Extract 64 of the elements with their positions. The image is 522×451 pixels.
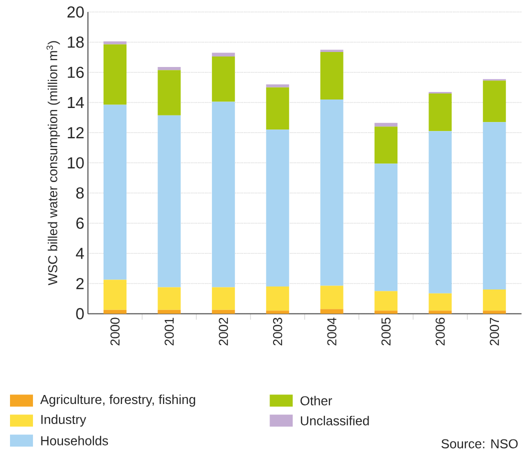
- y-tick-label: 18: [68, 36, 84, 48]
- bar: [104, 280, 127, 310]
- x-tick-label: 2001: [164, 318, 174, 346]
- bar: [104, 44, 127, 105]
- y-tick-label: 16: [68, 66, 84, 78]
- y-tick-label: 10: [68, 157, 84, 169]
- x-tick-label: 2006: [436, 318, 445, 346]
- bar: [320, 286, 344, 310]
- bar: [428, 310, 452, 314]
- y-axis-title: WSC billed water consumption (million m$^{3}$): [46, 41, 60, 286]
- bar: [374, 310, 398, 314]
- x-tick-label: 2003: [273, 318, 282, 346]
- bar: [428, 294, 452, 311]
- y-tick-label: 0: [76, 308, 84, 320]
- bar: [374, 291, 398, 311]
- bar: [320, 52, 344, 100]
- bar: [212, 56, 235, 102]
- legend-label: Households: [41, 436, 108, 446]
- bar: [212, 102, 235, 288]
- bar: [482, 310, 506, 314]
- bar: [374, 126, 398, 164]
- y-tick-label: 14: [68, 97, 84, 108]
- y-tick-label: 8: [76, 188, 84, 199]
- bar: [266, 88, 290, 130]
- bar: [158, 116, 181, 288]
- bar: [266, 84, 290, 88]
- y-tick-label: 6: [76, 218, 84, 230]
- x-tick-label: 2007: [490, 318, 499, 346]
- bar: [428, 131, 452, 294]
- bar: [374, 164, 398, 292]
- x-tick-label: 2002: [218, 318, 228, 346]
- y-tick-label: 4: [76, 248, 84, 260]
- bar: [158, 67, 181, 70]
- bar: [212, 310, 235, 314]
- x-tick-label: 2000: [110, 318, 120, 346]
- bar: [320, 50, 344, 52]
- bar: [320, 100, 344, 286]
- bar: [158, 310, 181, 314]
- legend-label: Industry: [41, 414, 86, 427]
- bar: [212, 288, 235, 310]
- bar: [266, 130, 290, 287]
- bar: [320, 309, 344, 314]
- legend-label: Other: [300, 396, 332, 406]
- bar: [158, 288, 181, 310]
- bar: [104, 104, 127, 280]
- bar: [104, 42, 127, 45]
- y-tick-label: 12: [68, 127, 84, 138]
- y-tick-label: 20: [67, 6, 84, 18]
- bar: [266, 286, 290, 311]
- source-note: Source: NSO: [441, 439, 518, 449]
- bar: [266, 310, 290, 314]
- legend-label: Agriculture, forestry, fishing: [40, 394, 196, 407]
- bar: [374, 123, 398, 127]
- bar: [158, 70, 181, 116]
- bar: [212, 52, 235, 57]
- x-tick-label: 2005: [381, 318, 391, 346]
- x-tick-label: 2004: [327, 318, 336, 346]
- bar: [482, 122, 506, 290]
- bar: [482, 290, 506, 311]
- bar: [104, 310, 127, 314]
- y-tick-label: 2: [76, 278, 84, 290]
- bar: [428, 94, 452, 132]
- bar: [482, 80, 506, 122]
- legend-label: Unclassified: [300, 416, 369, 426]
